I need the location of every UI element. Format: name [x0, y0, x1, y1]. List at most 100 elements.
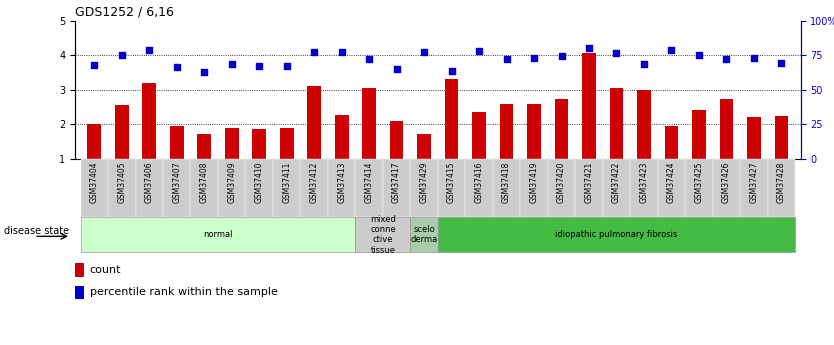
Text: GSM37418: GSM37418 [502, 161, 511, 203]
Text: disease state: disease state [4, 226, 69, 236]
Bar [280, 128, 294, 159]
Text: normal: normal [203, 230, 233, 239]
Point [308, 50, 321, 55]
Point [170, 65, 183, 70]
Point [555, 53, 568, 59]
Bar [253, 129, 266, 159]
Bar [81, 217, 355, 252]
Bar [665, 126, 678, 159]
Text: GSM37413: GSM37413 [337, 161, 346, 203]
Bar [603, 159, 631, 217]
Bar [686, 159, 713, 217]
Bar [610, 88, 623, 159]
Bar [631, 159, 658, 217]
Text: GSM37426: GSM37426 [722, 161, 731, 203]
Text: scelo
derma: scelo derma [410, 225, 438, 244]
Text: GSM37409: GSM37409 [227, 161, 236, 203]
Bar [713, 159, 740, 217]
Bar [747, 117, 761, 159]
Point [335, 49, 349, 55]
Point [720, 57, 733, 62]
Bar [362, 88, 376, 159]
Bar [575, 159, 603, 217]
Text: GSM37429: GSM37429 [420, 161, 429, 203]
Point [637, 61, 651, 67]
Bar [198, 134, 211, 159]
Text: GSM37417: GSM37417 [392, 161, 401, 203]
Bar [520, 159, 548, 217]
Bar [225, 128, 239, 159]
Bar [273, 159, 300, 217]
Bar [658, 159, 686, 217]
Bar [88, 124, 101, 159]
Point [665, 47, 678, 53]
Bar [740, 159, 767, 217]
Point [747, 55, 761, 61]
Bar [170, 126, 183, 159]
Text: GSM37412: GSM37412 [309, 161, 319, 203]
Bar [75, 286, 84, 299]
Text: GSM37419: GSM37419 [530, 161, 539, 203]
Text: GSM37410: GSM37410 [254, 161, 264, 203]
Bar [527, 104, 541, 159]
Bar [163, 159, 190, 217]
Bar [355, 159, 383, 217]
Text: GSM37416: GSM37416 [475, 161, 484, 203]
Text: GDS1252 / 6,16: GDS1252 / 6,16 [75, 5, 174, 18]
Point [418, 50, 431, 55]
Bar [500, 104, 514, 159]
Text: GSM37420: GSM37420 [557, 161, 566, 203]
Point [225, 61, 239, 67]
Text: GSM37411: GSM37411 [282, 161, 291, 203]
Bar [355, 217, 410, 252]
Point [143, 47, 156, 53]
Bar [775, 116, 788, 159]
Text: GSM37423: GSM37423 [640, 161, 649, 203]
Bar [493, 159, 520, 217]
Text: GSM37427: GSM37427 [750, 161, 758, 203]
Text: percentile rank within the sample: percentile rank within the sample [89, 287, 278, 297]
Bar [637, 90, 651, 159]
Bar [438, 159, 465, 217]
Bar [143, 83, 156, 159]
Text: GSM37415: GSM37415 [447, 161, 456, 203]
Bar [115, 105, 128, 159]
Bar [75, 263, 84, 277]
Point [253, 63, 266, 69]
Bar [548, 159, 575, 217]
Point [692, 52, 706, 58]
Text: GSM37414: GSM37414 [364, 161, 374, 203]
Bar [582, 53, 595, 159]
Point [88, 62, 101, 68]
Bar [190, 159, 218, 217]
Point [115, 52, 128, 58]
Bar [389, 121, 404, 159]
Point [390, 66, 404, 72]
Point [500, 57, 513, 62]
Text: GSM37421: GSM37421 [585, 161, 594, 203]
Point [198, 69, 211, 75]
Bar [445, 79, 459, 159]
Text: GSM37424: GSM37424 [667, 161, 676, 203]
Bar [692, 110, 706, 159]
Text: count: count [89, 265, 121, 275]
Bar [218, 159, 245, 217]
Bar [767, 159, 795, 217]
Text: GSM37425: GSM37425 [695, 161, 703, 203]
Text: GSM37404: GSM37404 [90, 161, 98, 203]
Bar [328, 159, 355, 217]
Text: GSM37407: GSM37407 [173, 161, 181, 203]
Text: GSM37405: GSM37405 [118, 161, 126, 203]
Text: GSM37406: GSM37406 [145, 161, 153, 203]
Bar [334, 115, 349, 159]
Bar [410, 217, 438, 252]
Point [582, 45, 595, 50]
Bar [720, 99, 733, 159]
Bar [383, 159, 410, 217]
Point [280, 63, 294, 68]
Bar [300, 159, 328, 217]
Point [610, 51, 623, 56]
Text: GSM37422: GSM37422 [612, 161, 621, 203]
Bar [555, 99, 569, 159]
Bar [108, 159, 135, 217]
